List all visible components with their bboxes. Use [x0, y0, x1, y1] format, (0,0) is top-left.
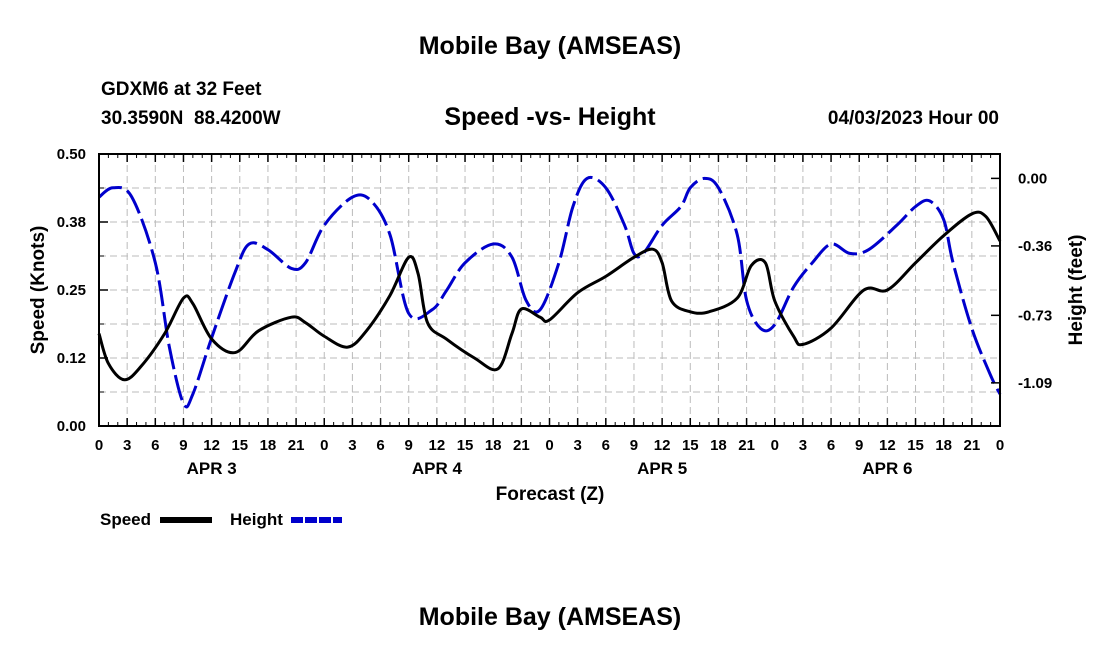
day-label: APR 4	[412, 459, 463, 478]
x-tick-label: 9	[179, 437, 187, 454]
x-tick-label: 9	[855, 437, 863, 454]
x-tick-label: 15	[682, 437, 699, 454]
date-label: 04/03/2023 Hour 00	[828, 108, 999, 129]
x-axis-label: Forecast (Z)	[496, 484, 605, 505]
x-tick-label: 21	[738, 437, 755, 454]
legend-speed-label: Speed	[100, 510, 151, 529]
x-tick-label: 15	[231, 437, 248, 454]
x-tick-label: 21	[288, 437, 305, 454]
x-tick-label: 18	[935, 437, 952, 454]
x-tick-label: 12	[429, 437, 446, 454]
x-tick-label: 3	[799, 437, 807, 454]
x-tick-label: 0	[545, 437, 553, 454]
x-tick-label: 18	[710, 437, 727, 454]
day-label: APR 6	[862, 459, 912, 478]
legend-height-label: Height	[230, 510, 283, 529]
y-right-tick-label: -0.36	[1018, 238, 1052, 255]
chart-subtitle: Speed -vs- Height	[444, 103, 656, 131]
x-tick-label: 0	[771, 437, 779, 454]
station-label: GDXM6 at 32 Feet	[101, 79, 262, 100]
y-left-tick-label: 0.50	[57, 146, 86, 163]
x-tick-label: 0	[320, 437, 328, 454]
x-tick-label: 15	[907, 437, 924, 454]
coords-label: 30.3590N 88.4200W	[101, 108, 281, 129]
x-tick-label: 3	[348, 437, 356, 454]
x-tick-label: 21	[513, 437, 530, 454]
y-axis-label-right: Height (feet)	[1066, 235, 1087, 346]
legend: Speed Height	[100, 510, 342, 529]
grid	[98, 153, 1001, 427]
x-tick-label: 6	[827, 437, 835, 454]
x-tick-label: 6	[151, 437, 159, 454]
y-left-tick-label: 0.25	[57, 282, 86, 299]
plot-lines	[97, 175, 1002, 409]
y-right-tick-label: 0.00	[1018, 170, 1047, 187]
x-tick-label: 12	[879, 437, 896, 454]
series-line-height	[98, 175, 1002, 409]
x-tick-label: 0	[996, 437, 1004, 454]
x-tick-label: 9	[405, 437, 413, 454]
series-line-speed	[97, 210, 1002, 382]
y-left-tick-label: 0.12	[57, 350, 86, 367]
y-left-tick-label: 0.38	[57, 214, 86, 231]
x-tick-label: 6	[376, 437, 384, 454]
x-tick-label: 9	[630, 437, 638, 454]
x-tick-label: 15	[457, 437, 474, 454]
x-tick-label: 12	[203, 437, 220, 454]
y-left-tick-label: 0.00	[57, 418, 86, 435]
x-tick-label: 6	[602, 437, 610, 454]
x-tick-label: 3	[123, 437, 131, 454]
x-tick-label: 18	[485, 437, 502, 454]
day-label: APR 5	[637, 459, 687, 478]
axes: 0 3 6 9 12 15 18 21 0 3 6 9 12 15 18 21 0 3 6 9 12 15 18 21 0 3 6 9…	[57, 146, 1052, 478]
x-tick-label: 12	[654, 437, 671, 454]
x-tick-label: 3	[573, 437, 581, 454]
footer-title: Mobile Bay (AMSEAS)	[419, 603, 682, 631]
y-axis-label-left: Speed (Knots)	[28, 226, 49, 355]
x-tick-label: 0	[95, 437, 103, 454]
x-tick-label: 18	[260, 437, 277, 454]
x-tick-label: 21	[964, 437, 981, 454]
chart-title: Mobile Bay (AMSEAS)	[419, 32, 682, 60]
y-right-tick-label: -0.73	[1018, 307, 1052, 324]
y-right-tick-label: -1.09	[1018, 375, 1052, 392]
day-label: APR 3	[187, 459, 237, 478]
